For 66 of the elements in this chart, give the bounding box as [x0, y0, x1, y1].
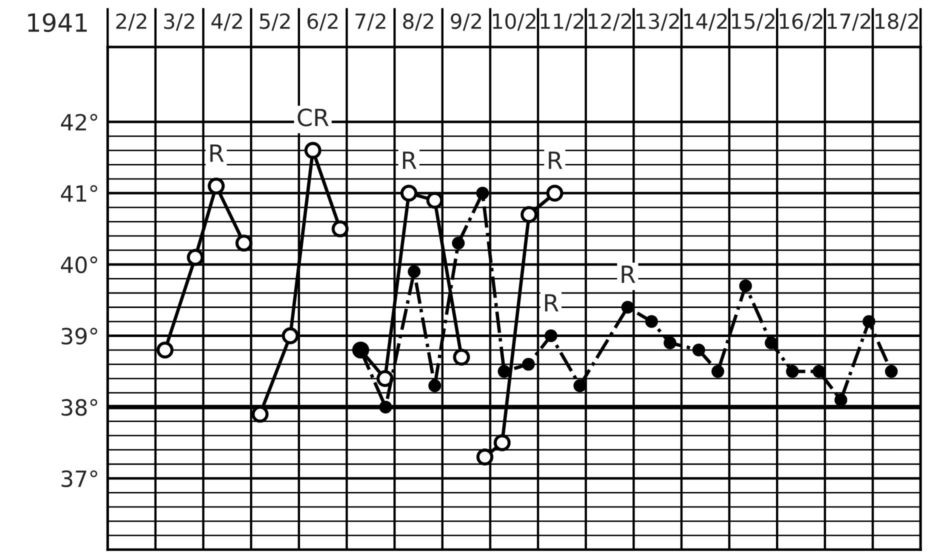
x-tick-label: 11/2	[540, 13, 584, 31]
y-tick-label: 39°	[62, 328, 98, 345]
x-tick-label: 7/2	[356, 13, 386, 31]
point	[379, 400, 392, 414]
point	[304, 142, 322, 159]
x-tick-label: 13/2	[636, 13, 679, 31]
point	[834, 394, 848, 406]
point	[452, 236, 465, 250]
x-tick-label: 9/2	[450, 13, 481, 31]
x-tick-label: 12/2	[588, 13, 632, 31]
annotation: R	[622, 266, 636, 283]
point	[498, 365, 511, 378]
point	[235, 234, 252, 252]
y-tick-label: 40°	[61, 256, 98, 274]
point	[494, 434, 511, 452]
y-tick-label: 41°	[61, 185, 98, 202]
point	[332, 220, 349, 238]
point	[156, 342, 174, 359]
point	[522, 358, 535, 371]
point	[426, 192, 444, 209]
x-tick-label: 10/2	[493, 13, 536, 31]
x-axis-title: 1941	[28, 13, 87, 32]
annotation: R	[403, 152, 416, 169]
point	[739, 279, 752, 292]
point	[884, 365, 898, 378]
annotation: R	[545, 294, 558, 312]
point	[453, 348, 470, 366]
y-tick-label: 38°	[62, 399, 98, 416]
point	[786, 365, 799, 378]
x-tick-label: 5/2	[260, 13, 290, 31]
annotation: R	[548, 152, 562, 169]
point	[664, 336, 676, 350]
point	[645, 315, 658, 328]
x-tick-label: 17/2	[828, 13, 870, 31]
x-tick-label: 6/2	[308, 13, 338, 31]
x-tick-label: 14/2	[684, 13, 727, 31]
x-tick-label: 15/2	[732, 13, 775, 31]
point	[621, 300, 634, 314]
x-tick-label: 18/2	[876, 13, 918, 31]
point	[186, 248, 204, 266]
point	[546, 184, 564, 202]
point	[812, 365, 826, 378]
point	[544, 329, 558, 342]
annotation: CR	[298, 108, 329, 126]
annotation: R	[210, 144, 224, 162]
x-tick-label: 16/2	[780, 13, 822, 31]
x-tick-label: 4/2	[211, 13, 242, 31]
point	[862, 315, 876, 328]
point	[408, 265, 421, 278]
point	[428, 379, 442, 392]
point	[711, 365, 724, 378]
y-tick-label: 42°	[61, 114, 98, 130]
point	[692, 344, 706, 356]
point	[208, 178, 225, 195]
point	[282, 327, 299, 344]
point	[764, 336, 778, 350]
x-tick-label: 3/2	[164, 13, 194, 31]
point	[573, 379, 586, 392]
point	[476, 448, 494, 466]
y-tick-label: 37°	[62, 470, 98, 488]
x-tick-label: 8/2	[403, 13, 434, 31]
point	[376, 370, 394, 388]
point	[520, 206, 538, 224]
point	[476, 186, 489, 200]
point	[400, 184, 418, 202]
x-tick-label: 2/2	[116, 13, 146, 31]
